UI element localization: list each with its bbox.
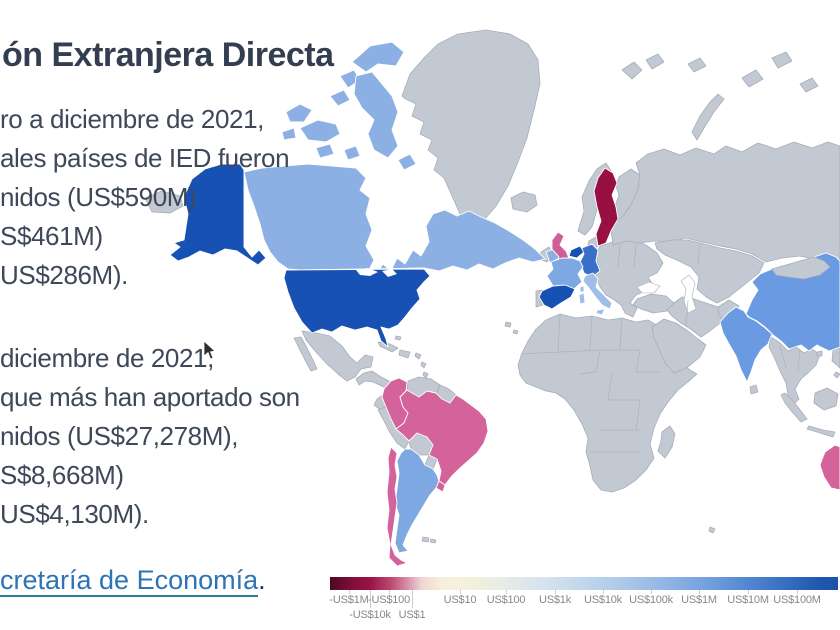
mouse-cursor-icon: [203, 341, 216, 360]
text-line: ro a diciembre de 2021,: [0, 104, 264, 134]
text-line: US$286M).: [0, 260, 128, 290]
legend-tick: [748, 590, 749, 594]
legend-label: US$100k: [629, 594, 673, 606]
legend-label: US$100M: [773, 594, 821, 606]
country-italy: [582, 272, 613, 310]
country-spain: [538, 284, 576, 310]
inland-seas: [636, 274, 697, 314]
text-line: S$8,668M): [0, 460, 124, 490]
legend-tick: [349, 590, 350, 594]
gray-landmass: [144, 29, 840, 544]
legend-tick: [555, 590, 556, 594]
source-link[interactable]: cretaría de Economía: [0, 565, 259, 597]
mongolia-shape: [771, 256, 831, 280]
greenland-shape: [401, 29, 541, 228]
legend-tick: [506, 590, 507, 594]
page-title: ón Extranjera Directa: [2, 35, 334, 74]
flows-paragraph: diciembre de 2021, que más han aportado s…: [0, 339, 300, 534]
country-india: [719, 306, 773, 383]
legend-label: US$100: [486, 594, 526, 606]
legend-tick: [370, 590, 371, 608]
country-australia: [819, 444, 840, 491]
legend-tick: [797, 590, 798, 594]
country-borders: [521, 243, 801, 453]
africa-shape: [517, 313, 698, 493]
country-alaska: [169, 163, 267, 266]
text-line: nidos (US$27,278M),: [0, 421, 239, 451]
text-line: S$461M): [0, 221, 103, 251]
legend-gradient-bar: [330, 577, 838, 590]
country-netherlands: [568, 245, 585, 259]
text-line: ales países de IED fueron: [0, 143, 290, 173]
text-line: nidos (US$590M): [0, 182, 197, 212]
legend-tick: [699, 590, 700, 594]
russia-shape: [610, 141, 840, 263]
legend-label: US$1k: [538, 594, 572, 606]
legend-label: US$1: [398, 609, 426, 621]
country-united-states: [283, 268, 431, 348]
source-line: cretaría de Economía.: [0, 565, 266, 597]
legend-tick: [460, 590, 461, 594]
legend-tick: [412, 590, 413, 608]
legend-label: US$10M: [727, 594, 769, 606]
country-argentina: [394, 448, 440, 554]
country-sweden: [593, 167, 619, 247]
country-germany: [579, 243, 601, 278]
country-brazil: [395, 389, 489, 486]
legend-tick: [389, 590, 390, 594]
legend-label: -US$100: [367, 594, 411, 606]
legend-label: US$10k: [584, 594, 622, 606]
text-line: que más han aportado son: [0, 382, 300, 412]
legend-label: US$10: [443, 594, 477, 606]
colored-countries: [169, 41, 840, 567]
legend-label: -US$10k: [349, 609, 391, 621]
text-line: US$4,130M).: [0, 499, 149, 529]
text-line: diciembre de 2021,: [0, 343, 214, 373]
legend-label: -US$1M: [329, 594, 369, 606]
country-chile: [386, 446, 408, 567]
legend-tick: [603, 590, 604, 594]
legend-tick: [651, 590, 652, 594]
intro-paragraph: ro a diciembre de 2021, ales países de IE…: [0, 100, 290, 295]
country-france: [546, 257, 584, 293]
source-period: .: [258, 565, 266, 595]
legend-label: US$1M: [681, 594, 717, 606]
